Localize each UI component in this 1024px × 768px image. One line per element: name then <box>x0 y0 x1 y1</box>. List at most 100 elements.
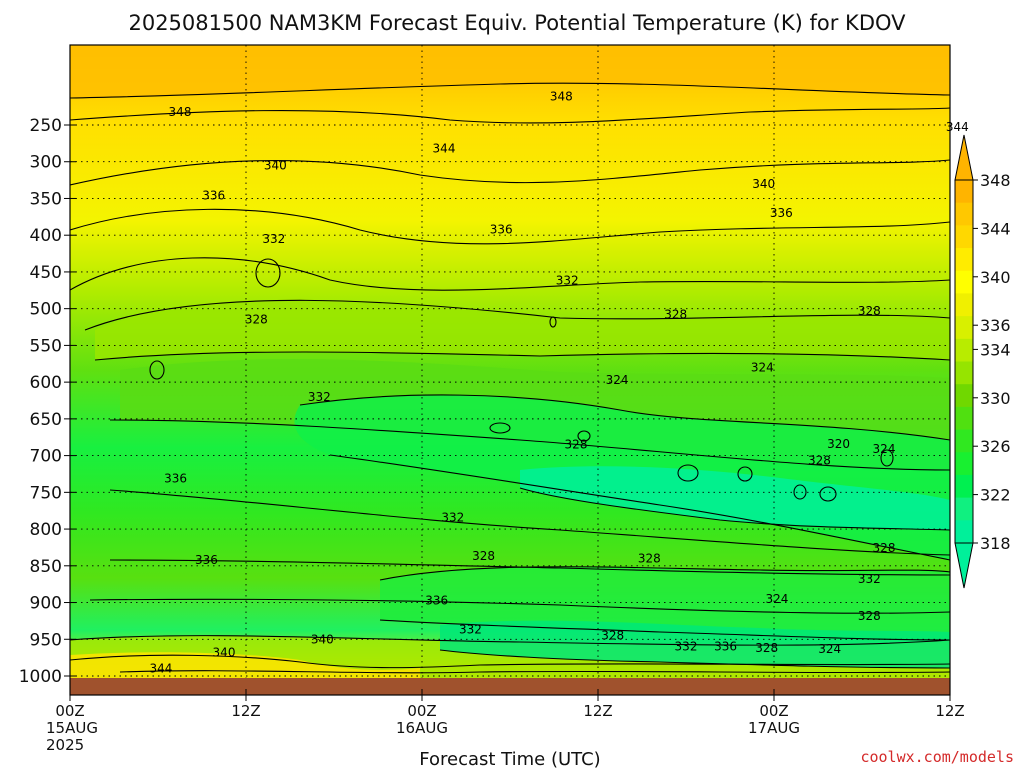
x-tick-label-24-1: 16AUG <box>396 719 448 737</box>
contour-label-9: 332 <box>262 232 285 246</box>
y-tick-label-700: 700 <box>30 447 62 467</box>
contour-label-25: 328 <box>873 541 896 555</box>
colorbar-band-1 <box>955 202 973 226</box>
contour-label-31: 332 <box>459 623 482 637</box>
field-features <box>70 45 950 680</box>
contour-line-3 <box>70 208 950 245</box>
colorbar-label-318: 318 <box>980 534 1011 553</box>
contour-label-37: 324 <box>818 642 841 656</box>
contour-label-15: 324 <box>751 360 774 374</box>
contour-label-7: 336 <box>770 206 793 220</box>
x-tick-label-12-0: 12Z <box>231 702 260 720</box>
contour-line-7 <box>109 419 950 471</box>
coldest-core <box>520 466 950 530</box>
y-tick-label-650: 650 <box>30 410 62 430</box>
y-tick-label-950: 950 <box>30 630 62 650</box>
contour-line-13 <box>379 566 950 581</box>
contour-label-8: 336 <box>490 222 513 236</box>
colorbar-band-0 <box>955 180 973 204</box>
contour-label-3: 344 <box>433 142 456 156</box>
contour-line-15 <box>379 619 950 641</box>
contour-label-5: 340 <box>752 177 775 191</box>
y-tick-label-500: 500 <box>30 300 62 320</box>
contour-label-19: 328 <box>565 438 588 452</box>
contour-labels: 348 348 344 344 340 340 336 336 336 332 332 328 328 3… <box>149 89 968 675</box>
contour-label-32: 328 <box>601 629 624 643</box>
colorbar-band-12 <box>955 452 973 476</box>
contour-line-4 <box>70 257 950 291</box>
colorbar-band-15 <box>955 520 973 544</box>
colorbar-label-326: 326 <box>980 437 1011 456</box>
contour-line-16 <box>70 635 950 646</box>
y-tick-label-300: 300 <box>30 153 62 173</box>
contour-label-30: 328 <box>858 609 881 623</box>
contour-label-39: 344 <box>149 662 172 676</box>
colorbar-label-322: 322 <box>980 486 1011 505</box>
upper-warm-band <box>70 45 950 98</box>
colorbar-label-344: 344 <box>980 219 1011 238</box>
y-tick-label-450: 450 <box>30 263 62 283</box>
contour-label-22: 332 <box>441 510 464 524</box>
contour-label-1: 348 <box>550 89 573 103</box>
contour-line-17 <box>439 649 950 669</box>
contour-label-26: 336 <box>195 553 218 567</box>
contour-label-4: 340 <box>264 158 287 172</box>
x-tick-label-48-0: 00Z <box>759 702 788 720</box>
closed-contour-9 <box>577 430 591 442</box>
x-tick-label-0-0: 00Z <box>55 702 84 720</box>
y-tick-label-1000: 1000 <box>19 667 62 687</box>
closed-contour-7 <box>880 449 894 467</box>
colorbar-label-336: 336 <box>980 316 1011 335</box>
x-tick-label-60-0: 12Z <box>935 702 964 720</box>
contour-label-36: 328 <box>755 641 778 655</box>
y-tick-label-850: 850 <box>30 557 62 577</box>
contour-label-16: 320 <box>827 437 850 451</box>
closed-contour-0 <box>255 258 281 288</box>
contour-line-8 <box>299 394 950 441</box>
contour-line-12 <box>109 559 950 576</box>
contour-label-28: 324 <box>765 592 788 606</box>
closed-contour-1 <box>149 360 165 380</box>
contour-label-13: 328 <box>858 304 881 318</box>
y-tick-label-400: 400 <box>30 226 62 246</box>
colorbar-band-4 <box>955 270 973 294</box>
y-tick-label-550: 550 <box>30 336 62 356</box>
colorbar-band-8 <box>955 361 973 385</box>
closed-contour-5 <box>793 484 807 500</box>
x-tick-label-24-0: 00Z <box>407 702 436 720</box>
contour-line-18 <box>70 654 950 669</box>
contour-label-2: 344 <box>946 120 969 134</box>
closed-contour-3 <box>677 464 699 482</box>
y-tick-label-900: 900 <box>30 594 62 614</box>
y-tick-label-750: 750 <box>30 483 62 503</box>
contour-line-2 <box>70 159 950 186</box>
colorbar-band-11 <box>955 429 973 453</box>
contour-line-19 <box>119 670 950 674</box>
contour-label-20: 328 <box>808 454 831 468</box>
closed-contour-8 <box>489 422 511 434</box>
x-axis-title: Forecast Time (UTC) <box>419 749 600 768</box>
y-tick-label-250: 250 <box>30 116 62 136</box>
contour-label-23: 328 <box>472 549 495 563</box>
y-tick-label-600: 600 <box>30 373 62 393</box>
contour-line-14 <box>89 598 950 614</box>
contour-line-1 <box>70 107 950 124</box>
contour-label-29: 336 <box>425 593 448 607</box>
contour-label-38: 340 <box>213 645 236 659</box>
contour-label-18: 332 <box>308 390 331 404</box>
closed-contour-6 <box>819 486 837 502</box>
x-tick-label-48-1: 17AUG <box>748 719 800 737</box>
contour-lines <box>70 82 950 674</box>
colorbar-label-340: 340 <box>980 268 1011 287</box>
plot-area <box>70 45 950 695</box>
contour-line-0 <box>70 82 950 99</box>
colorbar-band-7 <box>955 338 973 362</box>
contour-label-10: 332 <box>556 274 579 288</box>
contour-label-6: 336 <box>202 189 225 203</box>
colorbar-top-arrow <box>954 134 974 181</box>
closed-contour-2 <box>549 316 557 328</box>
colorbar-band-3 <box>955 248 973 272</box>
contour-label-11: 328 <box>245 313 268 327</box>
colorbar-label-330: 330 <box>980 389 1011 408</box>
